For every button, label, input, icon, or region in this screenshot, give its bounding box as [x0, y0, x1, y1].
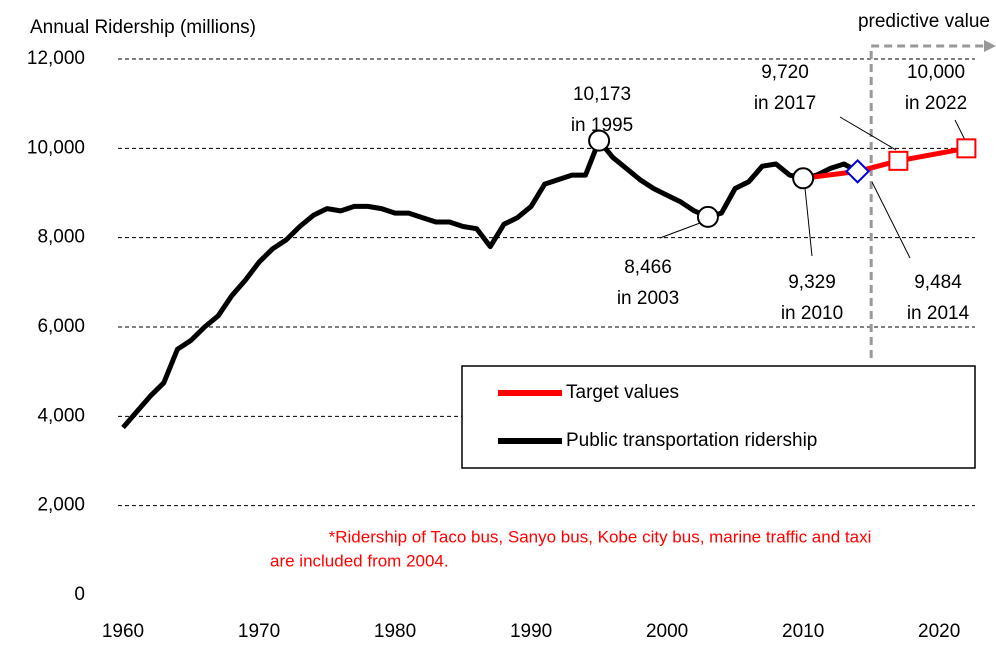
- leader-line: [839, 116, 897, 151]
- leader-line: [804, 187, 813, 257]
- y-tick-label: 0: [74, 584, 85, 605]
- marker: [792, 167, 815, 190]
- callout-note: in 2014: [907, 303, 970, 324]
- callout-value: 10,000: [907, 62, 965, 83]
- x-tick-label: 1960: [102, 621, 144, 642]
- arrow-head: [984, 40, 996, 52]
- x-tick-label: 2000: [646, 621, 688, 642]
- y-axis-label: Annual Ridership (millions): [30, 17, 256, 38]
- annotation: predictive value: [858, 11, 990, 32]
- callout-value: 9,329: [788, 272, 836, 293]
- leader-line: [659, 222, 701, 239]
- callout-value: 10,173: [573, 84, 631, 105]
- callout-value: 9,720: [761, 62, 809, 83]
- callout-value: 9,484: [914, 272, 962, 293]
- marker: [956, 138, 977, 159]
- callout-note: in 2017: [754, 93, 816, 114]
- callout-value: 8,466: [624, 257, 672, 278]
- y-tick-label: 2,000: [37, 495, 85, 516]
- callout-note: in 2010: [781, 303, 843, 324]
- leader-line: [954, 119, 966, 141]
- y-tick-label: 6,000: [37, 316, 85, 337]
- legend-label: Target values: [566, 382, 679, 403]
- marker: [845, 158, 870, 184]
- x-tick-label: 1990: [510, 621, 552, 642]
- y-tick-label: 10,000: [27, 137, 85, 158]
- x-tick-label: 2020: [918, 621, 960, 642]
- series-line: [802, 145, 967, 181]
- marker: [588, 129, 611, 152]
- x-tick-label: 1980: [374, 621, 416, 642]
- callout-note: in 1995: [571, 115, 633, 136]
- y-tick-label: 4,000: [37, 405, 85, 426]
- predictive-line: [869, 44, 985, 358]
- callout-note: in 2022: [905, 93, 967, 114]
- x-tick-label: 2010: [782, 621, 824, 642]
- callout-note: in 2003: [617, 288, 679, 309]
- legend-label: Public transportation ridership: [566, 430, 817, 451]
- series-line: [121, 138, 859, 430]
- leader-line: [871, 181, 911, 259]
- y-tick-label: 12,000: [27, 48, 85, 69]
- x-tick-label: 1970: [238, 621, 280, 642]
- footnote: *Ridership of Taco bus, Sanyo bus, Kobe …: [329, 527, 872, 546]
- footnote: are included from 2004.: [270, 551, 449, 570]
- marker: [696, 205, 719, 228]
- legend-box: [461, 365, 976, 469]
- y-tick-label: 8,000: [37, 227, 85, 248]
- marker: [888, 150, 909, 171]
